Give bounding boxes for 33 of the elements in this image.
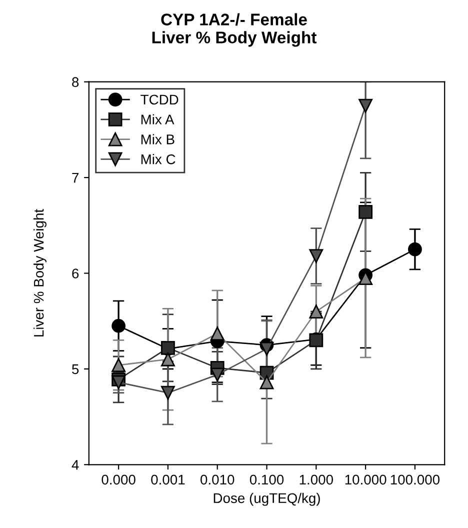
point	[309, 304, 324, 318]
y-axis-title: Liver % Body Weight	[34, 209, 46, 336]
point	[210, 326, 224, 340]
x-axis-title: Dose (ugTEQ/kg)	[214, 492, 320, 506]
legend-label: Mix C	[141, 154, 176, 164]
y-tick-label: 7	[72, 173, 78, 183]
x-tick-label: 100.000	[390, 474, 440, 485]
x-tick-label: 0.100	[250, 474, 284, 485]
legend-label: Mix B	[141, 134, 174, 144]
y-tick-label: 5	[72, 364, 79, 374]
x-tick-label: 10.000	[345, 474, 386, 485]
x-tick-label: 0.001	[151, 474, 185, 485]
y-tick-label: 6	[72, 268, 79, 278]
point	[112, 318, 126, 333]
y-tick-label: 4	[72, 460, 79, 470]
point	[358, 205, 373, 219]
y-tick-label: 8	[72, 77, 79, 88]
point	[161, 352, 175, 366]
point	[161, 386, 175, 400]
chart-title: CYP 1A2-/- Female Liver % Body Weight	[152, 13, 317, 47]
legend-label: Mix A	[141, 114, 174, 124]
point	[112, 375, 126, 390]
x-tick-label: 1.000	[300, 474, 333, 485]
point	[260, 375, 274, 390]
point	[408, 242, 422, 256]
point	[358, 98, 373, 113]
x-tick-label: 0.010	[200, 474, 234, 485]
point	[210, 368, 224, 382]
point	[309, 249, 324, 263]
point	[260, 342, 274, 356]
legend-label: TCDD	[140, 94, 178, 105]
point	[112, 358, 126, 372]
x-tick-label: 0.000	[102, 474, 136, 485]
